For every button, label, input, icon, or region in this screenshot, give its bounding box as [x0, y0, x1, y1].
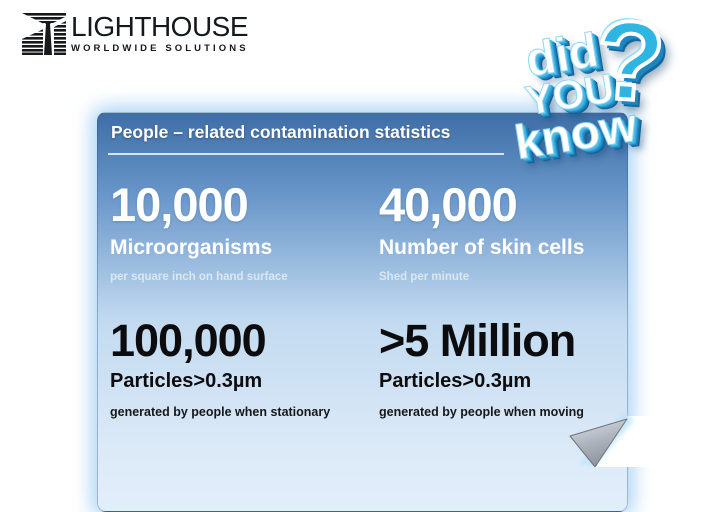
stat-microorganisms: 10,000 Microorganisms per square inch on… [110, 181, 288, 283]
page-curl [569, 413, 715, 467]
lighthouse-logo: LIGHTHOUSE WORLDWIDE SOLUTIONS [22, 13, 249, 55]
stat-sublabel: Shed per minute [379, 270, 470, 283]
title-underline [108, 153, 504, 155]
stat-sublabel: generated by people when moving [379, 404, 584, 419]
stat-label: Particles>0.3µm [110, 369, 263, 392]
stat-value: 10,000 [110, 178, 249, 231]
stat-value: 100,000 [110, 315, 267, 366]
panel-title: People – related contamination statistic… [111, 122, 451, 142]
stat-sublabel: per square inch on hand surface [110, 270, 288, 283]
lighthouse-logo-icon [22, 13, 66, 55]
stat-label: Number of skin cells [379, 235, 585, 259]
stat-label: Particles>0.3µm [379, 369, 532, 392]
stat-value: 40,000 [379, 178, 518, 231]
stat-value: >5 Million [379, 315, 576, 366]
stat-skin-cells: 40,000 Number of skin cells Shed per min… [379, 181, 584, 283]
logo-title: LIGHTHOUSE [71, 11, 249, 42]
stat-sublabel: generated by people when stationary [110, 404, 331, 419]
question-mark-graphic: ? [590, 0, 671, 128]
did-you-know-badge: ? did YOU. know [508, 0, 715, 190]
stat-particles-stationary: 100,000 Particles>0.3µm generated by peo… [110, 318, 330, 419]
stat-label: Microorganisms [110, 235, 273, 259]
stats-panel: People – related contamination statistic… [97, 112, 628, 512]
logo-subtitle: WORLDWIDE SOLUTIONS [71, 43, 249, 54]
stat-particles-moving: >5 Million Particles>0.3µm generated by … [379, 318, 584, 419]
